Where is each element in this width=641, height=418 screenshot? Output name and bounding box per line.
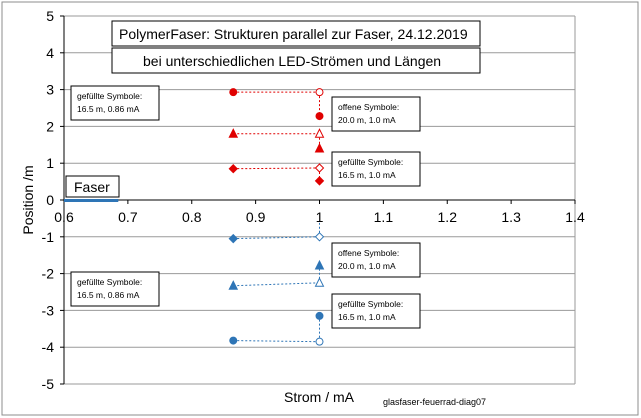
- chart-title-box: PolymerFaser: Strukturen parallel zur Fa…: [111, 20, 481, 47]
- annotation-box-frame-4: [70, 271, 160, 307]
- chart-subtitle-box: bei unterschiedlichen LED-Strömen und Lä…: [111, 47, 481, 74]
- x-tick-label-1: 0.7: [118, 209, 138, 225]
- x-tick-label-5: 1.1: [374, 209, 394, 225]
- y-tick-label-5: 0: [46, 192, 54, 208]
- blue-filled-triangle-marker-10: [228, 280, 239, 290]
- blue-open-circle-marker-14: [315, 337, 324, 346]
- red-filled-circle-marker-0: [229, 88, 238, 97]
- annotation-boxes: gefüllte Symbole: 16.5 m, 0.86 mA offene S…: [70, 85, 421, 329]
- red-filled-circle-marker-6: [315, 112, 324, 121]
- blue-filled-triangle-marker-15: [314, 259, 325, 270]
- y-tick-label-2: -3: [42, 302, 55, 318]
- annotation-box-frame-5: [331, 293, 421, 329]
- annotation-box-2: gefüllte Symbole: 16.5 m, 1.0 mA: [331, 151, 421, 187]
- y-tick-label-1: -4: [42, 339, 55, 355]
- fiber-label: Faser: [74, 179, 110, 195]
- annotation-text-2-0: gefüllte Symbole:: [338, 157, 403, 167]
- y-tick-label-8: 3: [46, 82, 54, 98]
- fiber-label-box: Faser: [65, 175, 120, 198]
- annotation-text-3-0: offene Symbole:: [338, 248, 399, 258]
- x-tick-label-0: 0.6: [54, 209, 74, 225]
- data-markers: [228, 88, 325, 346]
- annotation-box-4: gefüllte Symbole: 16.5 m, 0.86 mA: [70, 271, 160, 307]
- x-tick-label-6: 1.2: [438, 209, 458, 225]
- axis-tick-labels: -5 -4 -3 -2 -1 0 1 2 3 4 5 0.6 0.7 0.8 0.9 1 1.1 1.2 1.3 1.…: [42, 8, 585, 392]
- red-filled-diamond-marker-2: [228, 164, 238, 174]
- x-axis-title: Strom / mA: [284, 389, 355, 405]
- blue-filled-circle-marker-11: [229, 336, 238, 345]
- x-tick-label-4: 1: [316, 209, 324, 225]
- red-filled-diamond-marker-8: [314, 176, 325, 186]
- annotation-text-1-1: 20.0 m, 1.0 mA: [338, 115, 396, 125]
- y-axis-title: Position /m: [20, 165, 36, 234]
- annotation-text-3-1: 20.0 m, 1.0 mA: [338, 261, 396, 271]
- x-tick-label-7: 1.3: [501, 209, 521, 225]
- x-tick-label-2: 0.8: [182, 209, 202, 225]
- y-tick-label-3: -2: [42, 266, 55, 282]
- y-tick-label-7: 2: [46, 118, 54, 134]
- annotation-box-frame-1: [331, 96, 421, 132]
- annotation-box-frame-3: [331, 242, 421, 278]
- chart-title-line-2: bei unterschiedlichen LED-Strömen und Lä…: [143, 53, 441, 69]
- x-tick-label-3: 0.9: [246, 209, 266, 225]
- annotation-text-1-0: offene Symbole:: [338, 102, 399, 112]
- y-tick-label-4: -1: [42, 229, 55, 245]
- y-tick-label-10: 5: [46, 8, 54, 24]
- blue-filled-diamond-marker-9: [228, 233, 238, 244]
- annotation-box-5: gefüllte Symbole: 16.5 m, 1.0 mA: [331, 293, 421, 329]
- blue-open-diamond-marker-12: [314, 232, 325, 242]
- annotation-text-2-1: 16.5 m, 1.0 mA: [338, 170, 396, 180]
- red-open-triangle-marker-4: [314, 128, 325, 138]
- annotation-box-frame-0: [70, 85, 160, 121]
- blue-filled-circle-marker-16: [315, 311, 324, 320]
- annotation-text-4-1: 16.5 m, 0.86 mA: [77, 290, 140, 300]
- y-tick-label-0: -5: [42, 376, 55, 392]
- red-filled-triangle-marker-1: [228, 128, 239, 138]
- annotation-text-0-1: 16.5 m, 0.86 mA: [77, 104, 140, 114]
- annotation-box-1: offene Symbole: 20.0 m, 1.0 mA: [331, 96, 421, 132]
- blue-open-triangle-marker-13: [314, 277, 325, 287]
- annotation-box-0: gefüllte Symbole: 16.5 m, 0.86 mA: [70, 85, 160, 121]
- annotation-box-frame-2: [331, 151, 421, 187]
- annotation-text-5-1: 16.5 m, 1.0 mA: [338, 312, 396, 322]
- red-open-circle-marker-3: [315, 88, 324, 97]
- y-tick-label-6: 1: [46, 155, 54, 171]
- x-tick-label-8: 1.4: [565, 209, 585, 225]
- annotation-box-3: offene Symbole: 20.0 m, 1.0 mA: [331, 242, 421, 278]
- y-tick-label-9: 4: [46, 45, 54, 61]
- footer-note: glasfaser-feuerrad-diag07: [383, 397, 486, 407]
- annotation-text-4-0: gefüllte Symbole:: [77, 277, 142, 287]
- annotation-text-0-0: gefüllte Symbole:: [77, 91, 142, 101]
- red-open-diamond-marker-5: [314, 163, 325, 173]
- chart-title-line-1: PolymerFaser: Strukturen parallel zur Fa…: [119, 26, 468, 42]
- red-filled-triangle-marker-7: [314, 142, 325, 153]
- annotation-text-5-0: gefüllte Symbole:: [338, 299, 403, 309]
